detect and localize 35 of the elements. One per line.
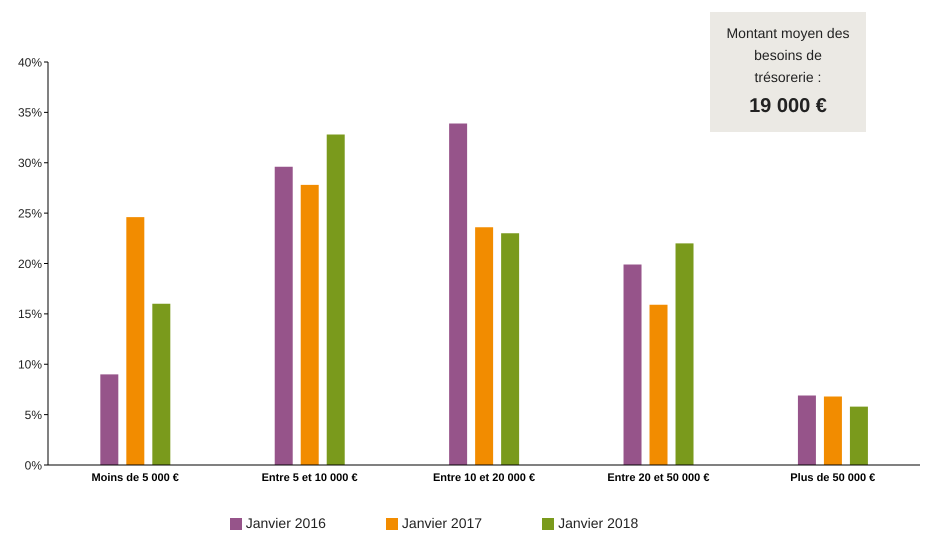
bar (126, 217, 144, 465)
bar (274, 166, 293, 465)
x-tick-label: Entre 20 et 50 000 € (607, 472, 710, 484)
bar (850, 406, 868, 465)
bar (300, 184, 319, 465)
bar (650, 304, 668, 465)
y-tick-label: 10% (18, 358, 42, 372)
legend-label: Janvier 2016 (246, 515, 326, 531)
bar (798, 395, 816, 465)
bar (326, 134, 345, 465)
x-tick-label: Entre 10 et 20 000 € (432, 472, 536, 484)
x-tick-label: Moins de 5 000 € (91, 472, 179, 484)
bar (501, 233, 520, 465)
y-tick-label: 25% (18, 206, 42, 220)
info-box: Montant moyen des besoins de trésorerie : 19 000 € (710, 12, 866, 132)
bar (475, 227, 494, 465)
legend-label: Janvier 2017 (402, 515, 482, 531)
x-tick-label: Plus de 50 000 € (790, 472, 876, 484)
y-tick-label: 35% (18, 106, 42, 120)
bar (152, 304, 170, 465)
legend-label: Janvier 2018 (558, 515, 638, 531)
y-tick-label: 20% (18, 256, 42, 271)
bar (449, 123, 468, 465)
y-tick-label: 5% (24, 408, 42, 422)
bar (824, 396, 842, 465)
y-tick-label: 15% (18, 307, 42, 322)
x-tick-label: Entre 5 et 10 000 € (262, 472, 358, 484)
annotation: Montant moyen des besoins de trésorerie : (726, 24, 850, 87)
y-tick-label: 40% (18, 55, 42, 70)
annotation: 19 000 € (748, 94, 828, 118)
y-tick-label: 0% (24, 458, 42, 472)
bar (624, 264, 642, 465)
bar (100, 374, 118, 465)
y-tick-label: 30% (18, 156, 42, 170)
bar (676, 243, 694, 465)
